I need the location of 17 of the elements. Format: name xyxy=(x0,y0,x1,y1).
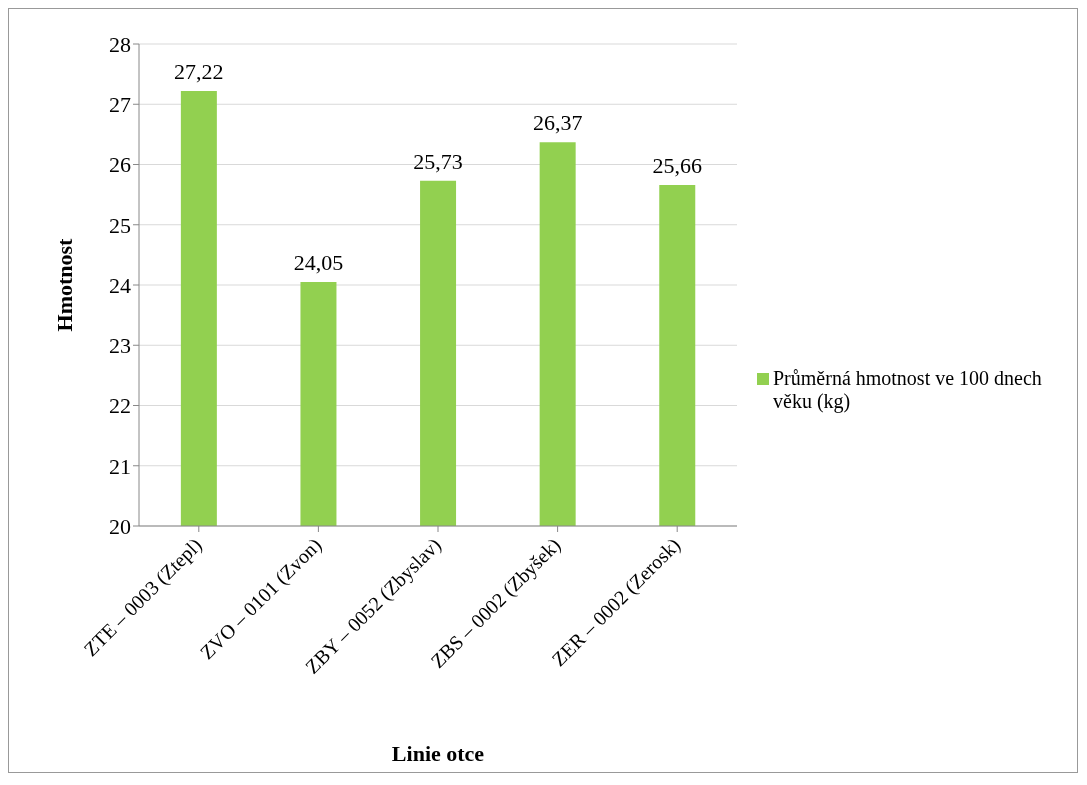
y-tick-label: 20 xyxy=(109,513,131,539)
y-tick-label: 22 xyxy=(109,393,131,419)
data-label: 25,66 xyxy=(652,152,703,178)
y-tick-label: 21 xyxy=(109,453,131,479)
y-tick-label: 26 xyxy=(109,152,131,178)
y-tick-label: 24 xyxy=(109,272,131,298)
data-label: 24,05 xyxy=(293,249,344,275)
y-tick-label: 23 xyxy=(109,333,131,359)
y-axis-title: Hmotnost xyxy=(51,237,77,332)
data-label: 27,22 xyxy=(174,59,224,84)
x-axis-title: Linie otce xyxy=(391,741,485,766)
data-label: 25,73 xyxy=(413,148,463,174)
legend-label: Průměrná hmotnost ve 100 dnech věku (kg) xyxy=(773,367,1043,413)
data-label: 26,37 xyxy=(532,110,583,136)
y-tick-label: 25 xyxy=(109,212,131,238)
y-tick-label: 28 xyxy=(109,31,131,57)
y-tick-label: 27 xyxy=(109,92,131,118)
